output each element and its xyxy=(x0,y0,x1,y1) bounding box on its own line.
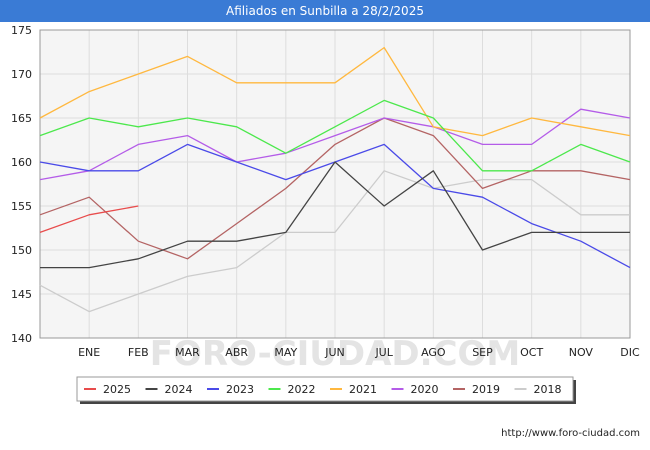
series-line-2020 xyxy=(39,108,631,181)
x-tick-label: SEP xyxy=(472,346,493,359)
series-line-2025 xyxy=(39,205,139,234)
x-tick-label: MAR xyxy=(175,346,200,359)
y-axis-ticks: 140 145 150 155 160 165 170 175 xyxy=(11,24,32,345)
y-tick-label: 165 xyxy=(11,112,32,125)
x-tick-label: NOV xyxy=(569,346,594,359)
legend-label-2024: 2024 xyxy=(165,383,193,396)
x-tick-label: JUL xyxy=(374,346,393,359)
x-tick-label: OCT xyxy=(520,346,543,359)
x-tick-label: ENE xyxy=(78,346,100,359)
legend-label-2020: 2020 xyxy=(411,383,439,396)
x-tick-label: AGO xyxy=(421,346,446,359)
series-line-2024 xyxy=(40,161,630,269)
x-tick-label: DIC xyxy=(620,346,640,359)
y-tick-label: 155 xyxy=(11,200,32,213)
series-line-2018 xyxy=(39,170,630,313)
source-credit: http://www.foro-ciudad.com xyxy=(501,428,640,439)
legend-box xyxy=(76,376,574,402)
y-tick-label: 140 xyxy=(11,332,32,345)
x-tick-label: FEB xyxy=(128,346,149,359)
y-tick-label: 170 xyxy=(11,68,32,81)
legend-label-2023: 2023 xyxy=(226,383,254,396)
x-axis-ticks: ENE FEB MAR ABR MAY JUN JUL AGO SEP OCT NOV DIC xyxy=(78,346,640,359)
plot-border xyxy=(39,29,631,339)
legend-label-2021: 2021 xyxy=(349,383,377,396)
series-line-2022 xyxy=(39,99,631,172)
series-lines xyxy=(39,46,631,313)
chart-title: Afiliados en Sunbilla a 28/2/2025 xyxy=(0,0,650,22)
y-tick-label: 150 xyxy=(11,244,32,257)
legend: 2025 2024 2023 2022 2021 2020 2019 2018 xyxy=(76,376,576,404)
series-line-2021 xyxy=(39,46,631,137)
x-tick-label: JUN xyxy=(324,346,345,359)
x-tick-label: ABR xyxy=(225,346,248,359)
legend-label-2018: 2018 xyxy=(534,383,562,396)
legend-label-2025: 2025 xyxy=(103,383,131,396)
watermark-text: FORO-CIUDAD.COM xyxy=(150,334,521,374)
y-tick-label: 175 xyxy=(11,24,32,37)
legend-label-2019: 2019 xyxy=(472,383,500,396)
y-tick-label: 160 xyxy=(11,156,32,169)
legend-label-2022: 2022 xyxy=(288,383,316,396)
y-tick-label: 145 xyxy=(11,288,32,301)
x-tick-label: MAY xyxy=(274,346,297,359)
